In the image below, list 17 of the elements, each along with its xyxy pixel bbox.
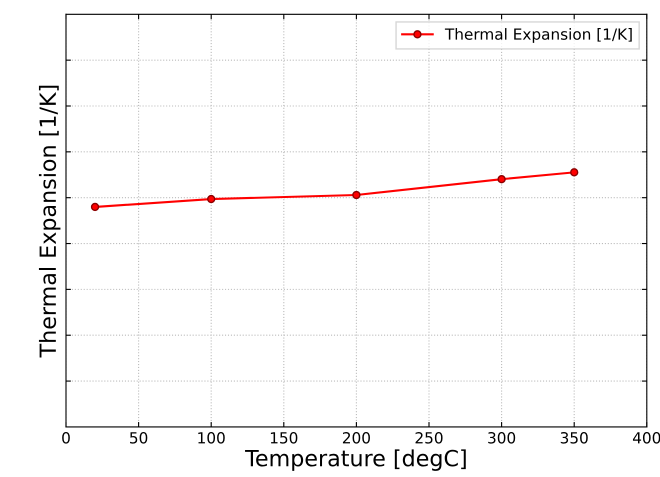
x-tick-label: 150 — [270, 432, 298, 444]
x-tick-label: 350 — [560, 432, 588, 444]
x-axis-title: Temperature [degC] — [245, 449, 466, 471]
point — [352, 190, 361, 200]
x-tick-label: 400 — [632, 432, 660, 444]
legend-label: Thermal Expansion [1/K] — [444, 28, 632, 43]
point — [90, 202, 100, 212]
y-axis-title: Thermal Expansion [1/K] — [38, 86, 60, 358]
x-tick-label: 200 — [342, 432, 370, 444]
x-tick-label: 0 — [62, 432, 70, 444]
point — [570, 168, 578, 177]
x-tick-label: 300 — [488, 432, 516, 444]
x-tick-label: 250 — [416, 432, 443, 444]
point — [207, 194, 216, 204]
point — [497, 175, 506, 184]
x-tick-label: 100 — [198, 432, 225, 444]
x-tick-label: 50 — [130, 432, 148, 444]
